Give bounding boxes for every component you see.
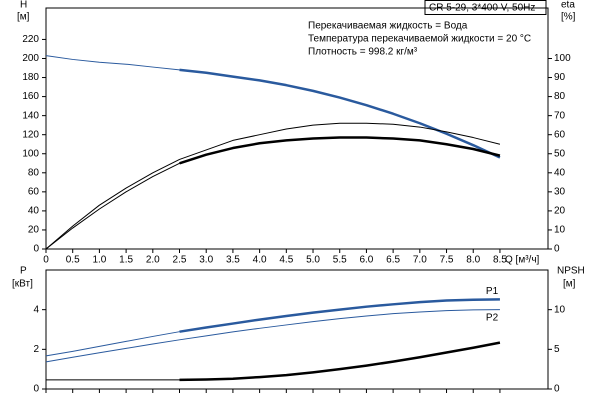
y-tick-label: 200: [22, 53, 39, 64]
y-tick-label: 0: [33, 384, 39, 395]
curve: [45, 309, 500, 363]
y-axis-label: H: [20, 0, 27, 11]
y-axis-label: P: [20, 266, 27, 277]
y2-tick-label: 50: [554, 148, 566, 159]
y-tick-label: 4: [33, 304, 39, 315]
x-tick-label: 2.0: [146, 255, 160, 266]
y-tick-label: 180: [22, 72, 39, 83]
x-tick-label: 2.5: [173, 255, 187, 266]
y2-tick-label: 70: [554, 110, 566, 121]
curve: [179, 136, 501, 165]
y-tick-label: 40: [28, 206, 40, 217]
y2-tick-label: 90: [554, 72, 566, 83]
curve: [45, 162, 180, 250]
x-tick-label: 8.0: [466, 255, 480, 266]
x-tick-label: 5.0: [306, 255, 320, 266]
x-tick-label: 0: [43, 255, 49, 266]
y-tick-label: 80: [28, 167, 40, 178]
curve: [179, 341, 501, 382]
x-tick-label: 0.5: [66, 255, 80, 266]
annotation: Плотность = 998.2 кг/м³: [308, 47, 418, 58]
y-axis-unit: [м]: [17, 12, 30, 23]
x-tick-label: 8.5: [493, 255, 507, 266]
y2-tick-label: 10: [554, 304, 566, 315]
y-tick-label: 220: [22, 34, 39, 45]
x-tick-label: 3.5: [226, 255, 240, 266]
y2-tick-label: 5: [554, 344, 560, 355]
plot-frame: [45, 7, 549, 250]
y-tick-label: 100: [22, 148, 39, 159]
y2-axis-unit: [%]: [561, 12, 576, 23]
y2-axis-label: eta: [561, 0, 575, 11]
x-tick-label: 1.5: [119, 255, 133, 266]
y-tick-label: 20: [28, 225, 40, 236]
x-tick-label: 6.0: [359, 255, 373, 266]
y-tick-label: 160: [22, 91, 39, 102]
curve: [45, 55, 180, 71]
y2-tick-label: 60: [554, 129, 566, 140]
x-axis-label: Q [м³/ч]: [505, 255, 540, 266]
plot-frame: [45, 269, 549, 390]
x-tick-label: 3.0: [199, 255, 213, 266]
y2-tick-label: 0: [554, 384, 560, 395]
y-tick-label: 2: [33, 344, 39, 355]
y2-tick-label: 0: [554, 244, 560, 255]
y-tick-label: 120: [22, 129, 39, 140]
y2-tick-label: 80: [554, 91, 566, 102]
y2-tick-label: 20: [554, 206, 566, 217]
curve: [45, 331, 180, 357]
x-tick-label: 6.5: [386, 255, 400, 266]
curve: [179, 298, 500, 333]
y-axis-unit: [кВт]: [12, 279, 33, 290]
y2-axis-label: NPSH: [557, 266, 585, 277]
x-tick-label: 4.0: [253, 255, 267, 266]
y2-tick-label: 30: [554, 186, 566, 197]
annotation: Температура перекачиваемой жидкости = 20…: [308, 34, 531, 45]
x-tick-label: 7.5: [440, 255, 454, 266]
y2-tick-label: 10: [554, 225, 566, 236]
annotation: Перекачиваемая жидкость = Вода: [308, 21, 468, 32]
x-tick-label: 4.5: [279, 255, 293, 266]
y-tick-label: 60: [28, 186, 40, 197]
y2-tick-label: 100: [554, 53, 571, 64]
series-label: P1: [486, 286, 499, 297]
y2-tick-label: 40: [554, 167, 566, 178]
y-tick-label: 0: [33, 244, 39, 255]
x-tick-label: 7.0: [413, 255, 427, 266]
series-label: P2: [486, 312, 499, 323]
curve: [45, 122, 501, 250]
curve: [179, 68, 501, 159]
x-tick-label: 1.0: [92, 255, 106, 266]
x-tick-label: 5.5: [333, 255, 347, 266]
y-tick-label: 140: [22, 110, 39, 121]
y2-axis-unit: [м]: [563, 279, 576, 290]
